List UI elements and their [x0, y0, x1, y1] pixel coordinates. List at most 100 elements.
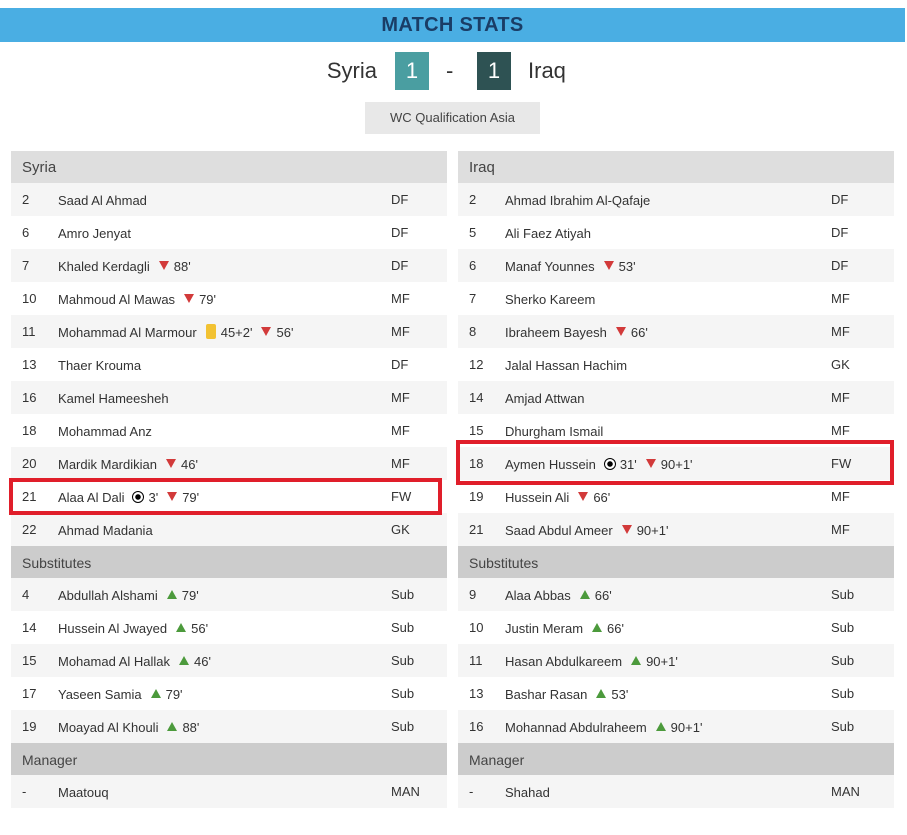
player-row[interactable]: 11 Mohammad Al Marmour 45+2' 56' MF [11, 315, 447, 348]
player-name[interactable]: Manaf Younnes [505, 259, 595, 275]
player-row[interactable]: 8 Ibraheem Bayesh 66' MF [458, 315, 894, 348]
player-name[interactable]: Hussein Ali [505, 490, 570, 506]
player-row[interactable]: 4 Abdullah Alshami 79' Sub [11, 578, 447, 611]
player-name[interactable]: Ibraheem Bayesh [505, 325, 607, 341]
player-name[interactable]: Ahmad Madania [58, 523, 153, 539]
player-name[interactable]: Kamel Hameesheh [58, 391, 169, 407]
player-row[interactable]: 21 Saad Abdul Ameer 90+1' MF [458, 513, 894, 546]
player-name[interactable]: Aymen Hussein [505, 457, 596, 473]
player-name[interactable]: Justin Meram [505, 621, 584, 637]
player-row[interactable]: 9 Alaa Abbas 66' Sub [458, 578, 894, 611]
player-name[interactable]: Dhurgham Ismail [505, 424, 604, 440]
sub-off-icon [615, 327, 626, 337]
player-row[interactable]: 15 Dhurgham Ismail MF [458, 414, 894, 447]
shirt-number: 14 [22, 620, 37, 635]
position: DF [391, 258, 409, 273]
player-row[interactable]: 5 Ali Faez Atiyah DF [458, 216, 894, 249]
player-name[interactable]: Saad Al Ahmad [58, 193, 147, 209]
player-name[interactable]: Moayad Al Khouli [58, 720, 159, 736]
player-name[interactable]: Maatouq [58, 785, 109, 801]
player-row[interactable]: 18 Aymen Hussein 31' 90+1' FW [458, 447, 894, 480]
player-name[interactable]: Jalal Hassan Hachim [505, 358, 628, 374]
player-name[interactable]: Abdullah Alshami [58, 588, 158, 604]
player-row[interactable]: 2 Ahmad Ibrahim Al-Qafaje DF [458, 183, 894, 216]
position: MF [831, 324, 850, 339]
home-team-name: Syria [326, 58, 377, 83]
player-row[interactable]: 16 Kamel Hameesheh MF [11, 381, 447, 414]
player-name[interactable]: Amjad Attwan [505, 391, 585, 407]
competition-badge[interactable]: WC Qualification Asia [365, 102, 540, 134]
player-name[interactable]: Mardik Mardikian [58, 457, 157, 473]
sub-off-icon [261, 327, 272, 337]
player-name[interactable]: Ali Faez Atiyah [505, 226, 591, 242]
player-row[interactable]: 10 Mahmoud Al Mawas 79' MF [11, 282, 447, 315]
player-name[interactable]: Khaled Kerdagli [58, 259, 150, 275]
player-row[interactable]: 6 Amro Jenyat DF [11, 216, 447, 249]
shirt-number: - [22, 784, 27, 799]
player-name[interactable]: Shahad [505, 785, 550, 801]
player-name[interactable]: Ahmad Ibrahim Al-Qafaje [505, 193, 651, 209]
player-row[interactable]: 2 Saad Al Ahmad DF [11, 183, 447, 216]
position: MF [391, 390, 410, 405]
player-name[interactable]: Yaseen Samia [58, 687, 142, 703]
player-name[interactable]: Mohammad Anz [58, 424, 152, 440]
player-row[interactable]: - Maatouq MAN [11, 775, 447, 808]
player-row[interactable]: 7 Sherko Kareem MF [458, 282, 894, 315]
player-row[interactable]: 13 Thaer Krouma DF [11, 348, 447, 381]
shirt-number: - [469, 784, 474, 799]
player-row[interactable]: - Shahad MAN [458, 775, 894, 808]
shirt-number: 16 [469, 719, 484, 734]
event-minute: 79' [165, 687, 183, 703]
sub-on-icon [150, 689, 161, 699]
away-substitutes-header: Substitutes [458, 546, 894, 578]
player-name[interactable]: Bashar Rasan [505, 687, 588, 703]
player-row[interactable]: 6 Manaf Younnes 53' DF [458, 249, 894, 282]
player-name-cell: Kamel Hameesheh [58, 390, 169, 406]
player-name[interactable]: Mohammad Al Marmour [58, 325, 197, 341]
player-row[interactable]: 19 Moayad Al Khouli 88' Sub [11, 710, 447, 743]
sub-on-icon [655, 722, 666, 732]
player-name[interactable]: Alaa Abbas [505, 588, 571, 604]
away-substitutes-list: 9 Alaa Abbas 66' Sub 10 Justin Meram 66' Sub 11 H… [458, 578, 894, 743]
player-name-cell: Saad Al Ahmad [58, 192, 147, 208]
player-name[interactable]: Saad Abdul Ameer [505, 523, 613, 539]
player-name[interactable]: Hussein Al Jwayed [58, 621, 168, 637]
position: Sub [391, 719, 415, 734]
player-name[interactable]: Hasan Abdulkareem [505, 654, 623, 670]
player-row[interactable]: 12 Jalal Hassan Hachim GK [458, 348, 894, 381]
player-row[interactable]: 7 Khaled Kerdagli 88' DF [11, 249, 447, 282]
player-row[interactable]: 14 Amjad Attwan MF [458, 381, 894, 414]
player-row[interactable]: 11 Hasan Abdulkareem 90+1' Sub [458, 644, 894, 677]
player-name[interactable]: Thaer Krouma [58, 358, 142, 374]
player-name-cell: Alaa Al Dali 3' 79' [58, 489, 199, 505]
player-name[interactable]: Mohamad Al Hallak [58, 654, 170, 670]
event-minute: 90+1' [636, 523, 669, 539]
player-row[interactable]: 14 Hussein Al Jwayed 56' Sub [11, 611, 447, 644]
player-row[interactable]: 17 Yaseen Samia 79' Sub [11, 677, 447, 710]
player-row[interactable]: 19 Hussein Ali 66' MF [458, 480, 894, 513]
shirt-number: 10 [469, 620, 484, 635]
player-row[interactable]: 21 Alaa Al Dali 3' 79' FW [11, 480, 447, 513]
player-name[interactable]: Alaa Al Dali [58, 490, 125, 506]
player-row[interactable]: 16 Mohannad Abdulraheem 90+1' Sub [458, 710, 894, 743]
player-name[interactable]: Mahmoud Al Mawas [58, 292, 176, 308]
shirt-number: 9 [469, 587, 477, 602]
player-name[interactable]: Mohannad Abdulraheem [505, 720, 647, 736]
player-name[interactable]: Amro Jenyat [58, 226, 131, 242]
player-row[interactable]: 15 Mohamad Al Hallak 46' Sub [11, 644, 447, 677]
position: MF [391, 456, 410, 471]
player-row[interactable]: 20 Mardik Mardikian 46' MF [11, 447, 447, 480]
player-name[interactable]: Sherko Kareem [505, 292, 596, 308]
player-name-cell: Shahad [505, 784, 550, 800]
sub-off-icon [603, 261, 614, 271]
player-row[interactable]: 18 Mohammad Anz MF [11, 414, 447, 447]
player-name-cell: Jalal Hassan Hachim [505, 357, 627, 373]
player-row[interactable]: 22 Ahmad Madania GK [11, 513, 447, 546]
player-row[interactable]: 10 Justin Meram 66' Sub [458, 611, 894, 644]
event-minute: 53' [611, 687, 629, 703]
sub-on-icon [167, 722, 178, 732]
player-row[interactable]: 13 Bashar Rasan 53' Sub [458, 677, 894, 710]
position: MF [391, 291, 410, 306]
position: Sub [391, 686, 415, 701]
event-minute: 66' [630, 325, 648, 341]
